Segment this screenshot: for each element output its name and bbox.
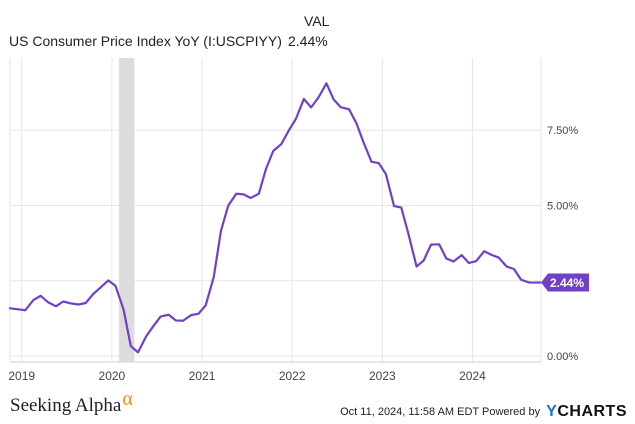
legend-header: VAL — [304, 13, 330, 29]
ycharts-logo-y: Y — [546, 403, 558, 420]
seeking-alpha-logo: Seeking Alphaα — [10, 388, 133, 417]
alpha-symbol: α — [122, 388, 133, 410]
legend-series-name[interactable]: US Consumer Price Index YoY (I:USCPIYY) — [9, 33, 282, 49]
x-tick-label: 2021 — [189, 369, 216, 383]
ycharts-logo-text: CHARTS — [557, 403, 627, 420]
series-line — [8, 82, 538, 354]
last-value-tag — [541, 273, 589, 292]
y-tick-label: 0.00% — [547, 351, 578, 363]
seeking-alpha-text: Seeking Alpha — [10, 395, 122, 416]
recession-band — [119, 58, 135, 362]
x-tick-label: 2022 — [279, 369, 306, 383]
powered-by-label: Powered by — [482, 406, 541, 418]
x-tick-label: 2019 — [8, 369, 35, 383]
y-tick-label: 7.50% — [547, 125, 578, 137]
last-value-label: 2.44% — [550, 276, 584, 290]
x-tick-label: 2020 — [99, 369, 126, 383]
x-tick-label: 2023 — [369, 369, 396, 383]
x-tick-label: 2024 — [459, 369, 486, 383]
timestamp: Oct 11, 2024, 11:58 AM EDT — [340, 406, 479, 418]
y-tick-label: 5.00% — [547, 200, 578, 212]
ycharts-logo[interactable]: YCHARTS — [546, 403, 627, 420]
footer-info: Oct 11, 2024, 11:58 AM EDT Powered by YC… — [340, 402, 627, 420]
legend-series-value: 2.44% — [288, 33, 328, 49]
